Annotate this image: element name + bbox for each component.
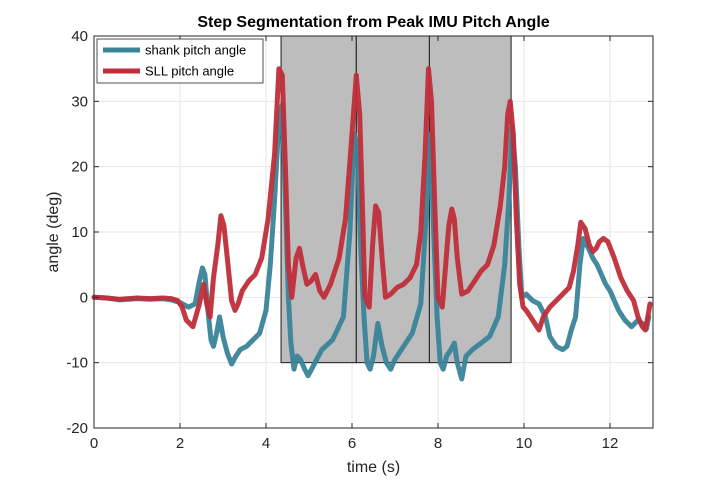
series-lines [91,66,653,382]
legend: shank pitch angle SLL pitch angle [96,38,264,84]
x-tick-label: 8 [434,435,442,452]
y-tick-label: 0 [80,289,88,306]
y-tick-label: 10 [71,224,88,241]
x-tick-label: 0 [90,435,98,452]
x-tick-label: 12 [602,435,619,452]
y-tick-label: -10 [66,355,88,372]
y-tick-label: 40 [71,28,88,45]
x-axis-label: time (s) [347,459,400,476]
x-tick-label: 4 [262,435,270,452]
legend-label-shank: shank pitch angle [145,43,246,58]
x-tick-label: 2 [176,435,184,452]
y-tick-label: -20 [66,420,88,437]
x-tick-label: 6 [348,435,356,452]
chart-title: Step Segmentation from Peak IMU Pitch An… [197,14,549,31]
y-tick-label: 30 [71,93,88,110]
y-axis-label: angle (deg) [45,192,62,273]
series-line-1 [91,66,653,333]
series-line-0 [91,102,652,382]
legend-box [96,38,264,84]
x-tick-label: 10 [516,435,533,452]
y-tick-label: 20 [71,159,88,176]
ticks: 0 2 4 6 8 10 12 -20 -10 0 10 20 30 40 [66,28,653,452]
step-regions [280,35,512,364]
legend-label-sll: SLL pitch angle [145,64,234,79]
